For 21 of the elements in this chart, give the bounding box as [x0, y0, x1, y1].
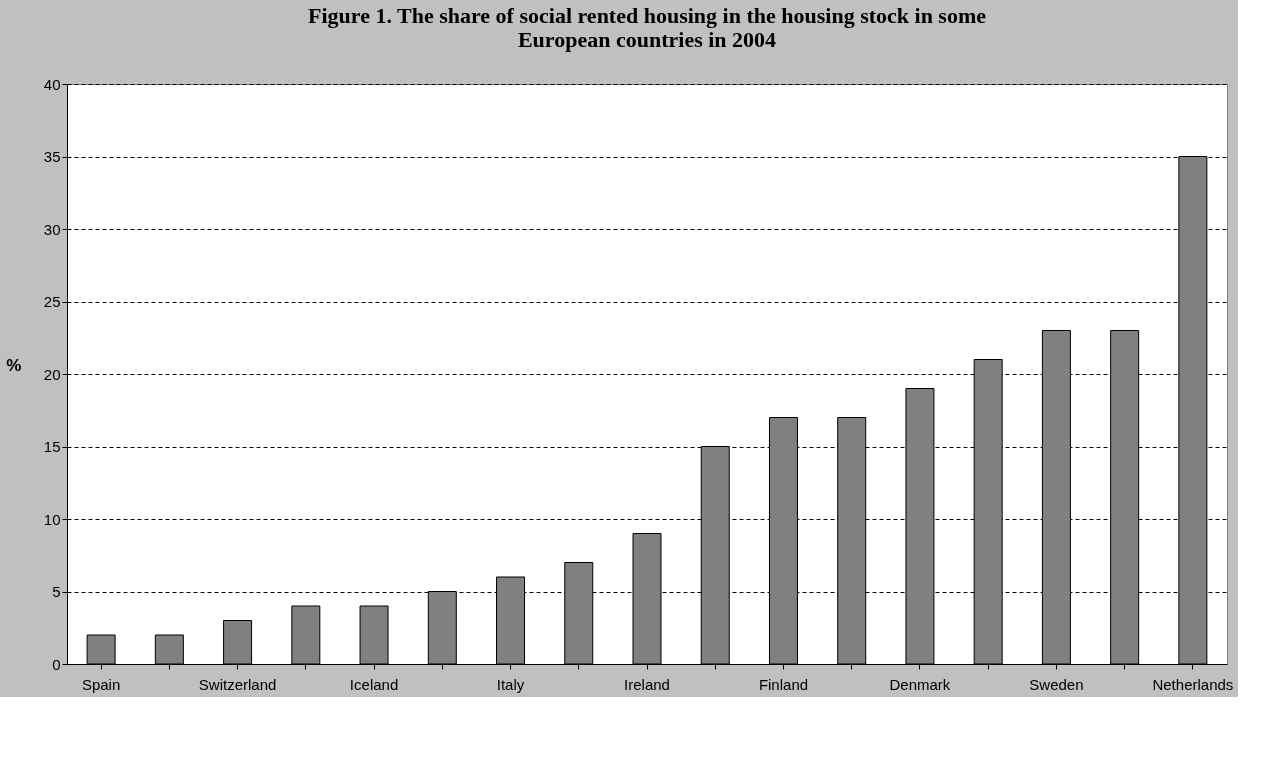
y-tick-label: 40 [43, 75, 61, 93]
y-tick-label: 25 [43, 293, 61, 310]
x-tick-label: Sweden [1029, 675, 1084, 693]
x-tick-label: Netherlands [1152, 675, 1234, 693]
y-tick-label: 30 [43, 220, 61, 238]
x-tick-label: Italy [496, 675, 525, 693]
y-tick-label: 20 [43, 365, 61, 383]
x-tick-label: Iceland [349, 675, 399, 693]
x-tick-label: Ireland [624, 675, 670, 693]
y-tick-label: 10 [43, 510, 61, 528]
x-tick-label: Finland [758, 675, 809, 693]
x-tick-label: Denmark [889, 675, 951, 693]
x-tick-label: Switzerland [198, 675, 277, 693]
text: Figure 1. The share of social rented housing in the housing stock in some [307, 3, 987, 28]
y-tick-label: 0 [52, 655, 61, 673]
y-tick-label: 5 [52, 583, 61, 600]
text: European countries in 2004 [517, 27, 777, 52]
y-tick-label: 35 [43, 148, 61, 165]
x-tick-label: Spain [81, 675, 121, 693]
y-tick-label: 15 [43, 438, 61, 455]
y-axis-title: % [6, 355, 22, 375]
